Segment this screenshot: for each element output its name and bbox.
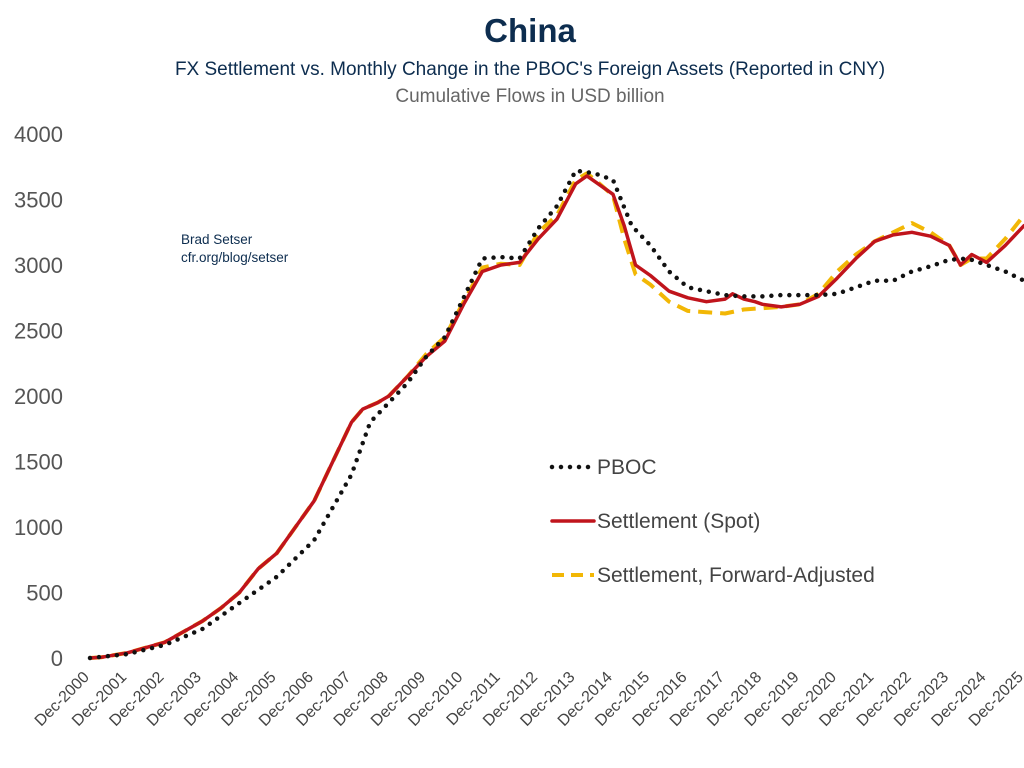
author-url: cfr.org/blog/setser xyxy=(181,250,289,265)
series-layer xyxy=(87,168,1024,661)
y-tick-label: 0 xyxy=(51,646,63,671)
y-axis: 0 500 1000 1500 2000 2500 3000 3500 4000 xyxy=(14,122,63,671)
x-axis: Dec-2000Dec-2001Dec-2002Dec-2003Dec-2004… xyxy=(32,669,1024,730)
y-tick-label: 4000 xyxy=(14,122,63,147)
y-tick-label: 3000 xyxy=(14,253,63,278)
y-tick-label: 500 xyxy=(26,581,63,606)
y-tick-label: 1500 xyxy=(14,450,63,475)
author-name: Brad Setser xyxy=(181,232,253,247)
y-tick-label: 2500 xyxy=(14,319,63,344)
chart-subtitle: FX Settlement vs. Monthly Change in the … xyxy=(174,59,886,80)
chart-units-subtitle: Cumulative Flows in USD billion xyxy=(395,86,665,107)
legend-label: Settlement, Forward-Adjusted xyxy=(597,564,875,587)
series-line-dashed xyxy=(89,171,1024,660)
legend-label: Settlement (Spot) xyxy=(597,510,760,533)
chart-title: China xyxy=(484,12,576,49)
series-line-solid xyxy=(88,174,1024,660)
y-tick-label: 3500 xyxy=(14,188,63,213)
y-tick-label: 1000 xyxy=(14,515,63,540)
series-line-dotted xyxy=(87,168,1024,661)
legend: PBOC Settlement (Spot) Settlement, Forward… xyxy=(549,456,875,587)
y-tick-label: 2000 xyxy=(14,384,63,409)
legend-label: PBOC xyxy=(597,456,657,479)
author-credit: Brad Setser cfr.org/blog/setser xyxy=(181,231,288,267)
